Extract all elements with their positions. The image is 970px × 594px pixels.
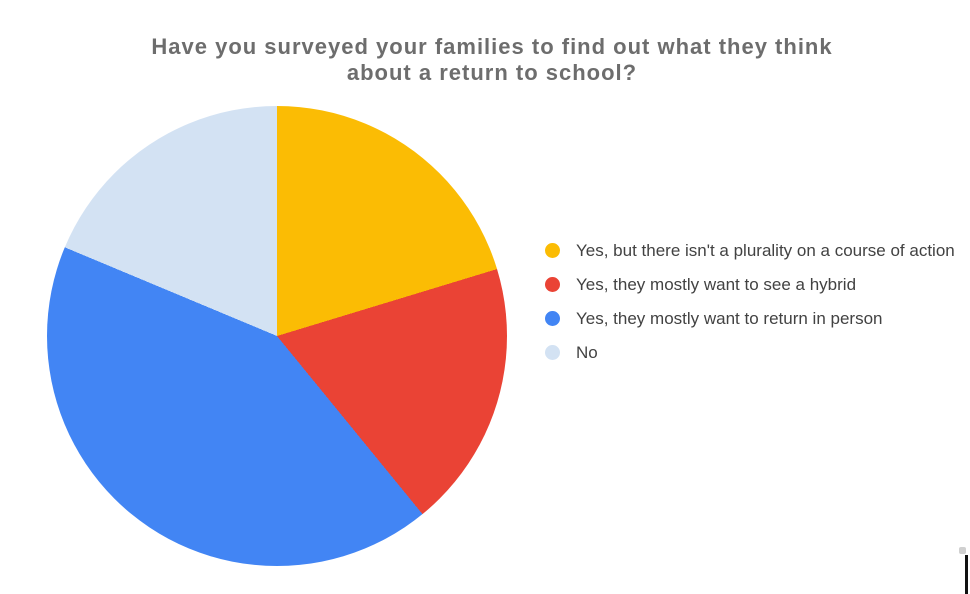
- legend-item: No: [545, 342, 955, 363]
- chart-title-line-2: about a return to school?: [346, 60, 638, 85]
- chart-title: Have you surveyed your families to find …: [7, 34, 970, 86]
- legend-label: Yes, but there isn't a plurality on a co…: [576, 241, 955, 260]
- legend-item: Yes, they mostly want to return in perso…: [545, 308, 955, 329]
- legend-label: No: [576, 343, 598, 362]
- screen-speck-artifact: [959, 547, 966, 554]
- legend-swatch-lightblue-circle-icon: [545, 345, 560, 360]
- chart-title-line-1: Have you surveyed your families to find …: [151, 34, 833, 59]
- legend-swatch-yellow-circle-icon: [545, 243, 560, 258]
- pie-chart: [47, 106, 507, 566]
- legend-item: Yes, but there isn't a plurality on a co…: [545, 240, 955, 261]
- scrollbar-fragment-artifact: [965, 555, 968, 594]
- legend-label: Yes, they mostly want to see a hybrid: [576, 275, 857, 294]
- legend-swatch-blue-circle-icon: [545, 311, 560, 326]
- legend-label: Yes, they mostly want to return in perso…: [576, 309, 883, 328]
- legend-item: Yes, they mostly want to see a hybrid: [545, 274, 955, 295]
- legend-swatch-red-circle-icon: [545, 277, 560, 292]
- chart-legend: Yes, but there isn't a plurality on a co…: [545, 240, 955, 363]
